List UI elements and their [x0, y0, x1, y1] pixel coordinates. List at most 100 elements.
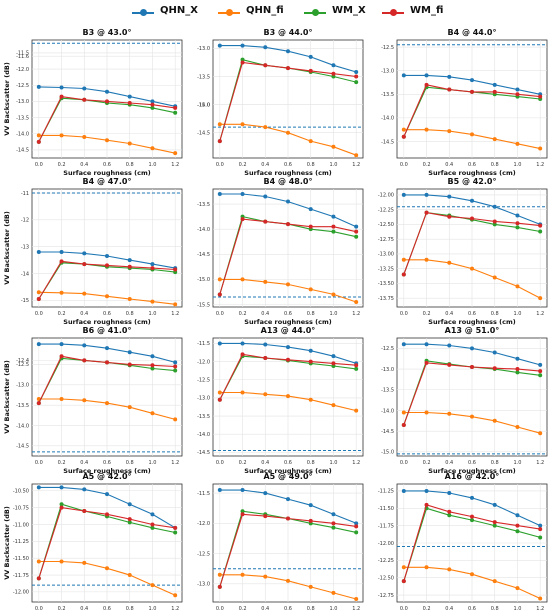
data-point: [82, 97, 87, 102]
data-point: [59, 559, 64, 564]
data-point: [105, 360, 109, 365]
data-point: [105, 492, 109, 497]
x-tick-label: 0.2: [423, 606, 431, 611]
subplot-title: B4 @ 47.0°: [83, 177, 132, 186]
subplot-7: 0.0 0.2 0.4 0.6 0.8 1.0 1.2 -12.4-12.5 -13.0 -13.…: [3, 326, 183, 475]
x-tick-label: 0.4: [445, 311, 453, 317]
data-point: [492, 523, 497, 528]
x-tick-label: 0.8: [491, 311, 499, 317]
data-point: [82, 251, 87, 256]
data-point: [36, 250, 41, 255]
y-tick-label: -12.00: [13, 590, 29, 596]
x-tick-label: 0.8: [491, 162, 499, 168]
data-point: [354, 80, 359, 85]
y-tick-label: -11.5: [197, 491, 210, 497]
data-point: [331, 525, 336, 530]
y-axis-label: VV Backscatter (dB): [3, 62, 11, 136]
x-tick-label: 0.4: [261, 460, 269, 466]
data-point: [59, 502, 64, 507]
data-point: [354, 596, 359, 601]
y-tick-label: -13.5: [16, 403, 29, 409]
legend-label: QHN_X: [160, 5, 198, 16]
data-point: [447, 87, 452, 92]
x-tick-label: 1.2: [171, 460, 179, 466]
x-tick-label: 1.2: [536, 162, 544, 168]
x-tick-label: 0.2: [58, 311, 66, 317]
x-tick-label: 0.8: [307, 162, 315, 168]
y-tick-label: -14.0: [381, 408, 394, 414]
data-point: [401, 488, 406, 493]
x-tick-label: 0.2: [58, 606, 66, 611]
data-point: [331, 521, 336, 526]
data-point: [308, 54, 313, 59]
y-tick-label: -13.0: [381, 68, 394, 74]
x-tick-label: 0.4: [80, 460, 88, 466]
data-point: [492, 350, 497, 355]
y-tick-label: -13.0: [197, 582, 210, 588]
data-point: [538, 373, 543, 378]
x-tick-label: 0.4: [261, 606, 269, 611]
data-point: [286, 357, 290, 362]
x-axis-label: Surface roughness (cm): [428, 318, 515, 326]
x-tick-label: 0.4: [80, 311, 88, 317]
data-point: [240, 43, 245, 48]
data-point: [515, 513, 520, 518]
x-tick-label: 0.4: [445, 162, 453, 168]
data-point: [263, 219, 268, 224]
data-point: [354, 224, 359, 229]
data-point: [354, 229, 359, 234]
x-tick-label: 0.0: [35, 311, 43, 317]
y-tick-label: -10.50: [13, 489, 29, 495]
data-point: [263, 279, 268, 284]
data-point: [105, 512, 109, 517]
legend-marker-icon: [390, 9, 397, 16]
data-point: [515, 221, 520, 226]
subplot-4: 0.0 0.2 0.4 0.6 0.8 1.0 1.2 -11 -12 -13 -14 -15 B4 @…: [3, 177, 183, 326]
x-axis-label: Surface roughness (cm): [63, 467, 150, 475]
x-tick-label: 1.2: [536, 460, 544, 466]
data-point: [150, 411, 155, 416]
data-point: [538, 527, 543, 532]
data-point: [36, 576, 41, 581]
data-point: [470, 495, 474, 500]
x-tick-label: 0.6: [468, 606, 476, 611]
y-axis-label: VV Backscatter (dB): [3, 211, 11, 285]
x-tick-label: 0.2: [58, 162, 66, 168]
x-tick-label: 0.8: [126, 311, 134, 317]
x-tick-label: 0.6: [103, 162, 111, 168]
data-point: [308, 359, 313, 364]
data-point: [217, 390, 222, 395]
data-point: [173, 151, 178, 156]
x-tick-label: 1.0: [329, 606, 337, 611]
data-point: [150, 266, 155, 271]
data-point: [127, 362, 132, 367]
x-tick-label: 1.0: [513, 606, 521, 611]
data-point: [36, 290, 41, 295]
data-point: [127, 141, 132, 146]
x-tick-label: 0.0: [216, 606, 224, 611]
y-tick-label: -12.00: [378, 541, 394, 547]
data-point: [331, 354, 336, 359]
y-tick-label: -14.5: [381, 429, 394, 435]
y-tick-label: -12.50: [378, 222, 394, 228]
subplot-9: 0.0 0.2 0.4 0.6 0.8 1.0 1.2 -12.5 -13.0 -13.5 -14.…: [381, 326, 548, 475]
y-tick-label: -13.5: [16, 115, 29, 121]
y-tick-label: -12.5: [197, 378, 210, 384]
x-tick-label: 0.6: [284, 460, 292, 466]
data-point: [59, 485, 64, 490]
y-tick-label: -12.0: [197, 521, 210, 527]
y-axis-label: VV Backscatter (dB): [3, 360, 11, 434]
data-point: [538, 362, 543, 367]
data-point: [308, 584, 313, 589]
x-tick-label: 0.2: [58, 460, 66, 466]
data-point: [424, 360, 429, 365]
y-tick-label: -14.0: [197, 227, 210, 233]
subplot-11: 0.0 0.2 0.4 0.6 0.8 1.0 1.2 -11.5 -12.0 -12.5 -13.…: [197, 472, 364, 611]
data-point: [127, 101, 132, 106]
y-tick-label: -13.5: [197, 74, 210, 80]
data-point: [447, 129, 452, 134]
data-point: [36, 133, 41, 138]
data-point: [173, 110, 178, 115]
data-point: [240, 488, 245, 493]
x-tick-label: 0.0: [400, 311, 408, 317]
